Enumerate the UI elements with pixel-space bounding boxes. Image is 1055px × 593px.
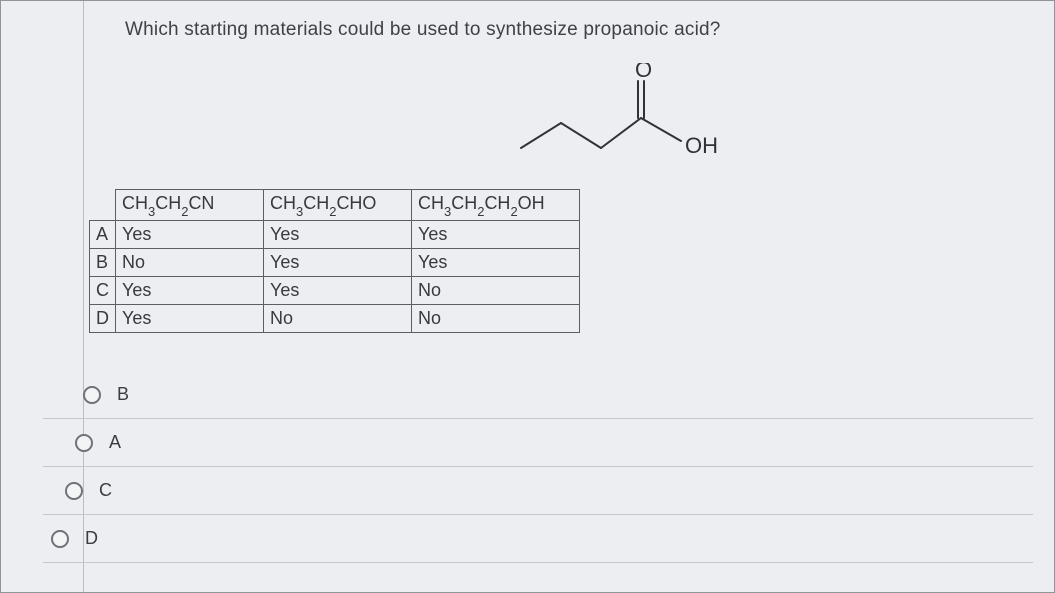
table-row: A Yes Yes Yes xyxy=(90,220,580,248)
atom-label-oh: OH xyxy=(685,133,718,158)
table-cell: Yes xyxy=(264,276,412,304)
atom-label-o: O xyxy=(635,63,652,82)
table-row: C Yes Yes No xyxy=(90,276,580,304)
table-cell: No xyxy=(264,304,412,332)
option-a[interactable]: A xyxy=(43,419,1033,467)
table-corner xyxy=(90,190,116,221)
option-d[interactable]: D xyxy=(43,515,1033,563)
radio-icon[interactable] xyxy=(83,386,101,404)
table-cell: Yes xyxy=(264,220,412,248)
radio-icon[interactable] xyxy=(65,482,83,500)
table-cell: No xyxy=(116,248,264,276)
table-cell: Yes xyxy=(412,220,580,248)
option-b[interactable]: B xyxy=(43,371,1033,419)
table-row: B No Yes Yes xyxy=(90,248,580,276)
col-header: CH3CH2CH2OH xyxy=(412,190,580,221)
table-row: D Yes No No xyxy=(90,304,580,332)
table-cell: Yes xyxy=(116,220,264,248)
option-label: B xyxy=(117,384,129,405)
row-label: B xyxy=(90,248,116,276)
row-label: D xyxy=(90,304,116,332)
col-header: CH3CH2CN xyxy=(116,190,264,221)
answer-matrix-table: CH3CH2CN CH3CH2CHO CH3CH2CH2OH A Yes Yes… xyxy=(89,189,580,333)
table-cell: Yes xyxy=(412,248,580,276)
row-label: C xyxy=(90,276,116,304)
table-cell: Yes xyxy=(116,276,264,304)
col-header: CH3CH2CHO xyxy=(264,190,412,221)
answer-options: B A C D xyxy=(43,371,1033,563)
option-label: C xyxy=(99,480,112,501)
option-c[interactable]: C xyxy=(43,467,1033,515)
option-label: A xyxy=(109,432,121,453)
table-cell: Yes xyxy=(264,248,412,276)
option-label: D xyxy=(85,528,98,549)
table-cell: Yes xyxy=(116,304,264,332)
table-cell: No xyxy=(412,276,580,304)
table-cell: No xyxy=(412,304,580,332)
row-label: A xyxy=(90,220,116,248)
question-card: Which starting materials could be used t… xyxy=(0,0,1055,593)
question-text: Which starting materials could be used t… xyxy=(125,19,721,41)
radio-icon[interactable] xyxy=(51,530,69,548)
structure-propanoic-acid: O OH xyxy=(501,63,731,173)
radio-icon[interactable] xyxy=(75,434,93,452)
